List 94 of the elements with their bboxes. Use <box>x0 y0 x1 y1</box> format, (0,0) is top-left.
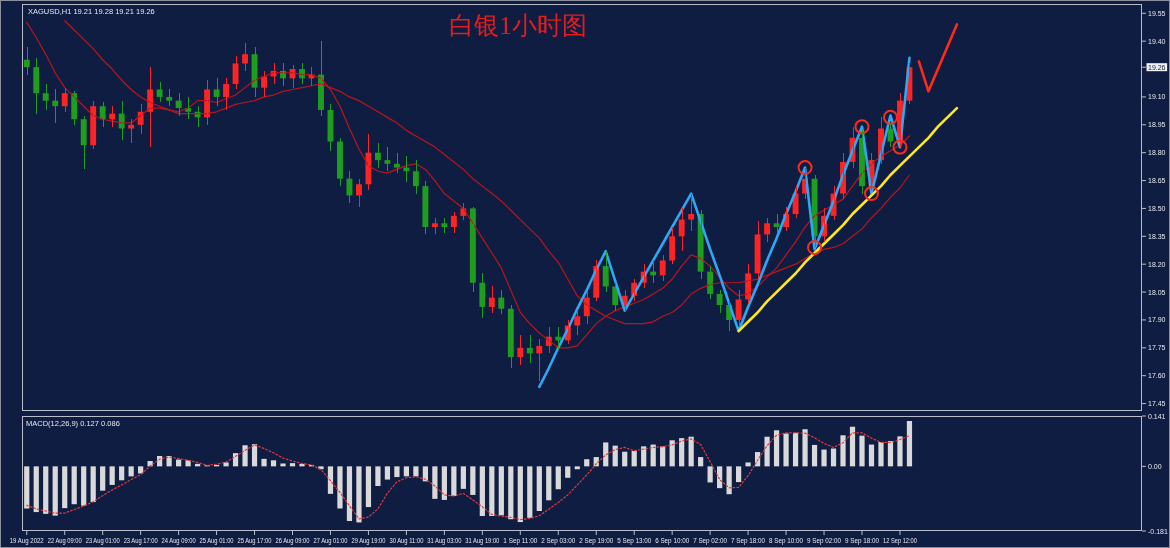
bar <box>688 436 694 467</box>
chart-title: 白银1小时图 <box>449 12 587 39</box>
bar <box>830 448 837 467</box>
candlestick <box>128 118 135 144</box>
bar <box>261 458 267 467</box>
bar <box>565 466 571 478</box>
candlestick <box>213 77 220 107</box>
bar <box>887 441 894 467</box>
bar <box>138 466 144 474</box>
bar <box>603 442 609 467</box>
bar <box>821 449 827 467</box>
bar <box>527 466 533 518</box>
bar <box>109 466 115 485</box>
bar <box>327 466 334 494</box>
bar <box>441 466 447 500</box>
line-series <box>26 432 911 521</box>
bar <box>622 451 628 467</box>
bar <box>403 466 410 477</box>
bar <box>498 466 504 516</box>
bar <box>897 436 903 467</box>
bar <box>470 466 476 495</box>
bar <box>773 430 780 467</box>
candlestick <box>393 152 400 174</box>
bar <box>631 451 637 467</box>
bar <box>555 466 561 490</box>
bar <box>119 466 125 481</box>
bar <box>185 460 191 467</box>
bar <box>62 466 68 509</box>
bar <box>71 466 77 505</box>
bar <box>394 466 400 478</box>
bar <box>451 466 457 496</box>
bar <box>840 435 846 467</box>
bar <box>906 421 913 467</box>
bar <box>878 442 884 467</box>
candlestick <box>773 213 780 234</box>
bar <box>726 466 732 495</box>
candlestick <box>384 146 391 172</box>
point <box>892 139 908 155</box>
bar <box>413 466 419 477</box>
bar <box>859 435 865 467</box>
bar <box>669 440 675 467</box>
bar <box>460 466 466 489</box>
bar <box>792 432 799 467</box>
bar <box>849 426 856 467</box>
bar <box>679 438 685 467</box>
bar <box>337 466 343 509</box>
bar <box>24 466 30 509</box>
bar <box>868 444 875 467</box>
bar <box>422 466 428 482</box>
bar <box>517 466 523 523</box>
point <box>882 109 898 125</box>
point <box>797 160 813 176</box>
bar <box>707 466 713 483</box>
bar <box>489 466 495 516</box>
bar <box>783 433 789 467</box>
bar <box>81 466 87 506</box>
line-series <box>917 23 959 93</box>
candlestick <box>688 193 695 232</box>
bar <box>802 429 808 467</box>
bar <box>745 462 751 467</box>
bar <box>508 466 514 520</box>
bar <box>33 466 39 513</box>
bar <box>270 460 277 467</box>
candlestick <box>156 81 163 103</box>
bar <box>90 466 96 503</box>
bar <box>641 446 647 467</box>
bar <box>52 466 58 516</box>
point <box>807 239 823 255</box>
bar <box>736 466 742 483</box>
bar <box>356 466 362 523</box>
bar <box>811 444 818 467</box>
point <box>863 186 879 202</box>
bar <box>698 457 704 467</box>
bar <box>660 446 666 467</box>
bar <box>546 466 552 501</box>
bar <box>432 466 438 499</box>
bar <box>764 436 770 467</box>
bar <box>100 466 106 491</box>
bar <box>128 466 134 477</box>
bar <box>574 466 580 470</box>
line-series <box>737 106 959 333</box>
bar <box>384 466 391 480</box>
bar <box>251 444 258 467</box>
bar <box>346 466 353 521</box>
line-series <box>537 56 911 389</box>
bar <box>375 466 381 486</box>
bar <box>365 466 372 508</box>
bar <box>479 466 485 516</box>
bar <box>43 466 49 514</box>
bar <box>584 459 590 467</box>
candlestick <box>42 83 49 111</box>
point <box>854 119 870 135</box>
bar <box>536 466 542 511</box>
bar <box>242 445 248 467</box>
